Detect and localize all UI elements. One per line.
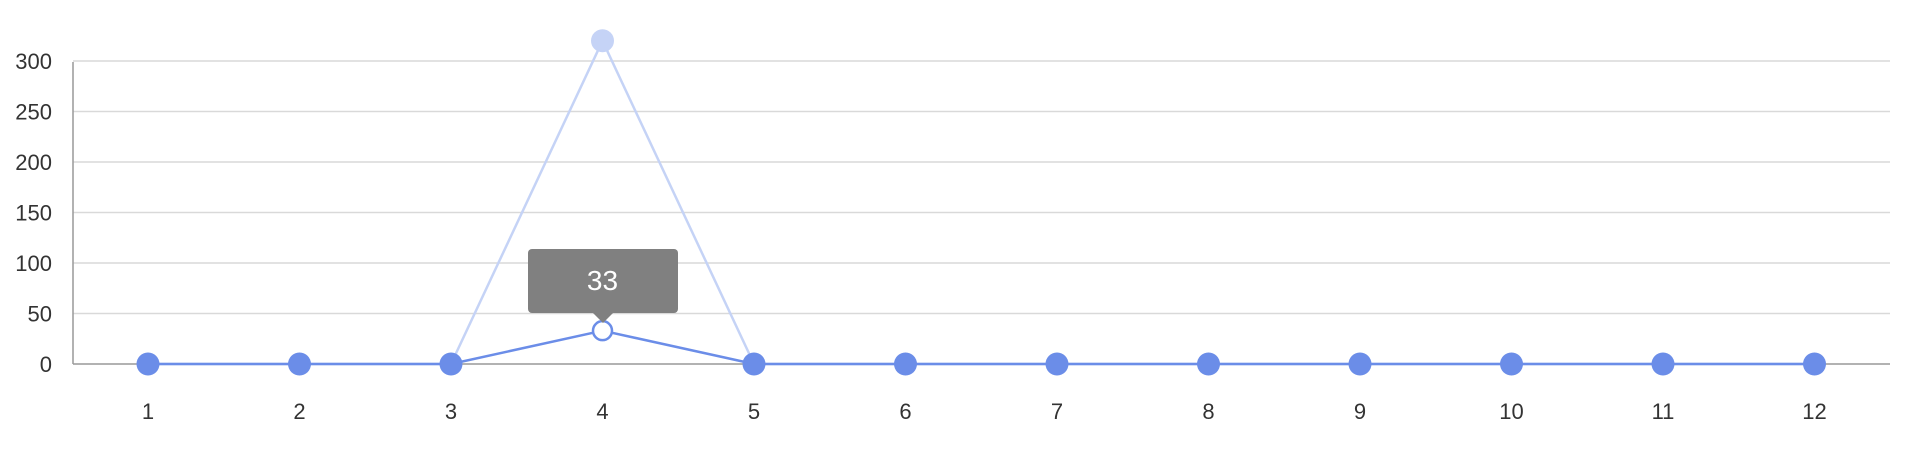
y-axis-tick-labels: 0 50 100 150 200 250 300 [15, 49, 52, 377]
y-tick-label-200: 200 [15, 150, 52, 175]
x-tick-label-10: 10 [1499, 399, 1523, 424]
x-tick-label-3: 3 [445, 399, 457, 424]
series-2-point-7 [1045, 352, 1069, 376]
y-tick-label-100: 100 [15, 251, 52, 276]
series-2-line [148, 329, 1815, 366]
series-2-point-1 [136, 352, 160, 376]
series-2-point-10 [1500, 352, 1523, 376]
x-axis-tick-labels: 1 2 3 4 5 6 7 8 9 10 11 12 [142, 399, 1827, 424]
series-2-point-2 [288, 352, 311, 376]
grid-lines [73, 60, 1890, 315]
x-tick-label-8: 8 [1202, 399, 1214, 424]
series-1-line [148, 39, 1815, 366]
x-tick-label-9: 9 [1354, 399, 1366, 424]
y-tick-label-300: 300 [15, 49, 52, 74]
tooltip-value: 33 [586, 264, 619, 296]
x-tick-label-2: 2 [293, 399, 305, 424]
y-tick-label-50: 50 [28, 302, 52, 327]
series-2-point-11 [1651, 352, 1675, 376]
x-tick-label-1: 1 [142, 399, 154, 424]
x-tick-label-12: 12 [1802, 399, 1826, 424]
x-tick-label-7: 7 [1051, 399, 1063, 424]
x-tick-label-6: 6 [899, 399, 911, 424]
y-tick-label-250: 250 [15, 100, 52, 125]
series-2-point-5 [742, 352, 766, 376]
series-2-point-3 [439, 352, 463, 376]
series-2-point-9 [1348, 352, 1372, 376]
x-tick-label-5: 5 [748, 399, 760, 424]
x-tick-label-11: 11 [1652, 399, 1675, 424]
series-1-point-4 [591, 29, 614, 53]
value-tooltip: 33 [527, 248, 678, 323]
x-tick-label-4: 4 [596, 399, 608, 424]
series-2-point-8 [1197, 352, 1220, 376]
series-layer [136, 29, 1826, 376]
series-2-point-12 [1803, 352, 1826, 376]
y-tick-label-0: 0 [40, 352, 52, 377]
series-2-point-4-active [591, 319, 614, 342]
series-2-point-6 [894, 352, 917, 376]
series-2 [136, 319, 1826, 376]
y-tick-label-150: 150 [15, 201, 52, 226]
